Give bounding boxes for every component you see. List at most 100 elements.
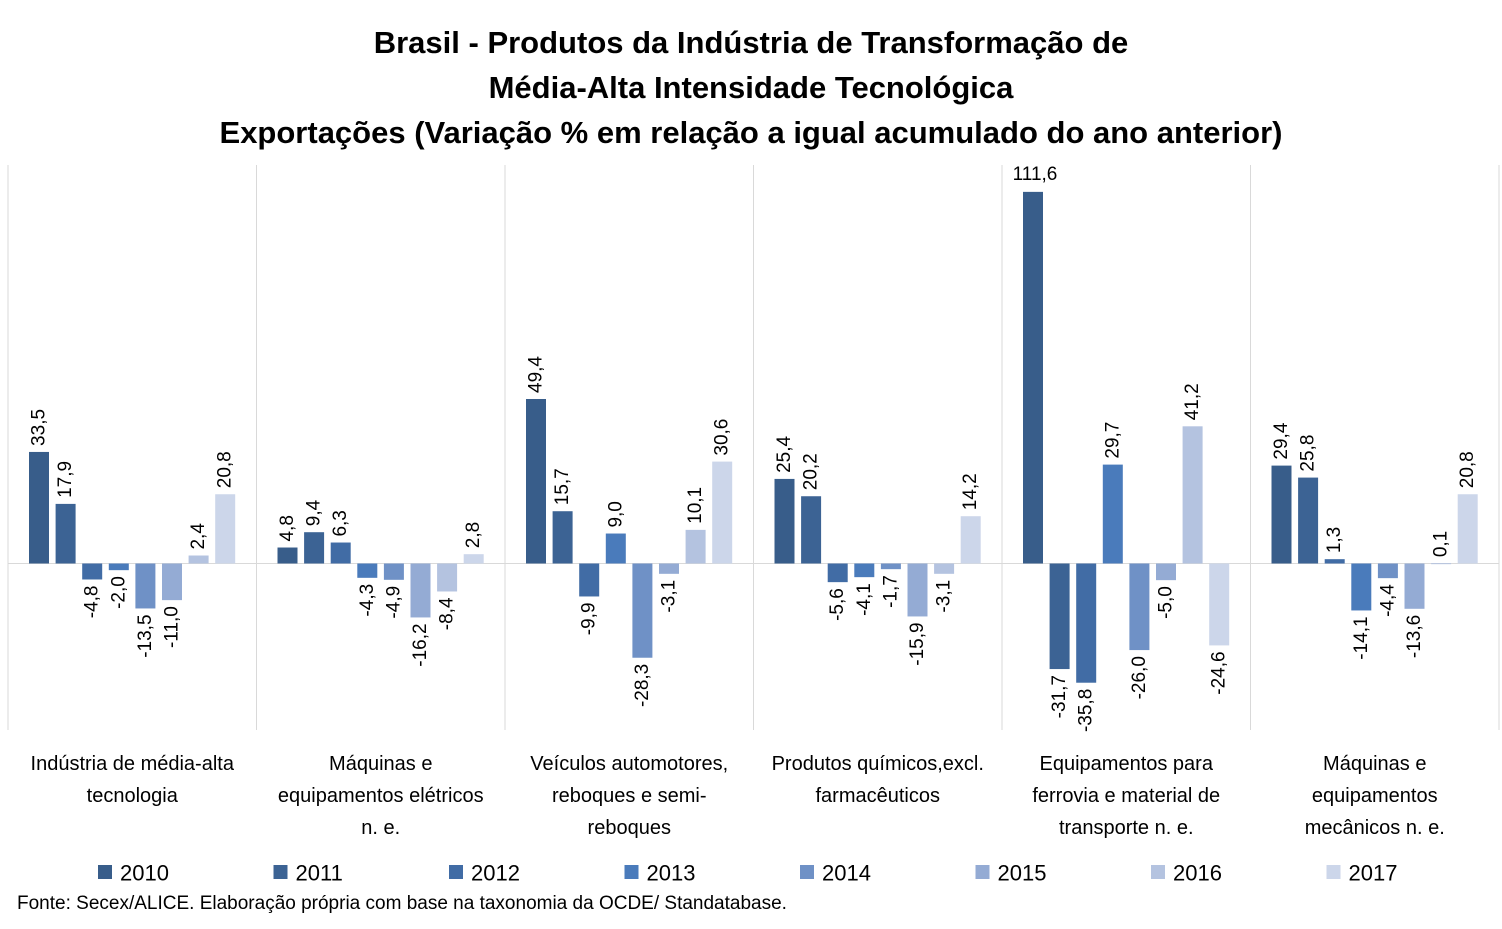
category-label: Máquinas e equipamentos elétricos n. e.	[278, 753, 484, 839]
bar-2012-group-6	[1324, 559, 1345, 564]
bar-2010-group-1	[29, 451, 49, 564]
category-label: Máquinas e equipamentos mecânicos n. e.	[1305, 753, 1445, 839]
value-label: 41,2	[1182, 383, 1203, 420]
value-label: -4,8	[82, 585, 103, 618]
bar-2010-group-4	[774, 478, 795, 564]
bar-2015-group-1	[162, 563, 182, 601]
value-label: 49,4	[526, 356, 547, 393]
bar-2016-group-3	[685, 529, 706, 564]
bar-2016-group-1	[188, 555, 209, 564]
legend-label-2017: 2017	[1349, 861, 1398, 886]
value-label: -28,3	[632, 664, 653, 707]
legend-swatch-2012	[449, 865, 463, 879]
bar-2014-group-1	[135, 563, 156, 609]
bar-2012-group-4	[827, 563, 848, 583]
value-label: 33,5	[29, 409, 50, 446]
value-label: -26,0	[1129, 656, 1150, 699]
bar-2014-group-2	[383, 563, 404, 580]
value-label: -2,0	[108, 576, 129, 609]
bar-2016-group-4	[934, 563, 955, 574]
value-label: 14,2	[960, 473, 981, 510]
value-label: -3,1	[659, 580, 680, 613]
value-label: -8,4	[437, 597, 458, 630]
bar-2010-group-2	[277, 547, 298, 564]
bar-2010-group-6	[1271, 465, 1292, 564]
value-label: -15,9	[907, 622, 928, 665]
bar-2011-group-4	[801, 496, 822, 564]
value-label: 9,4	[304, 499, 325, 526]
value-label: 0,1	[1431, 531, 1452, 557]
bar-2010-group-5	[1023, 191, 1043, 564]
bar-2013-group-1	[108, 563, 129, 571]
source-note: Fonte: Secex/ALICE. Elaboração própria c…	[17, 893, 787, 914]
bar-2014-group-5	[1129, 563, 1150, 651]
bar-2017-group-6	[1457, 494, 1478, 564]
bar-2015-group-4	[907, 563, 928, 617]
value-label: 29,4	[1271, 422, 1292, 459]
bar-2014-group-3	[632, 563, 653, 658]
value-label: -11,0	[162, 606, 183, 648]
value-label: -14,1	[1351, 616, 1372, 659]
bar-2013-group-6	[1351, 563, 1372, 611]
legend-swatch-2013	[624, 865, 639, 879]
value-label: -9,9	[579, 602, 600, 635]
value-label: -4,1	[854, 583, 875, 616]
bar-2012-group-5	[1076, 563, 1097, 683]
bar-2015-group-6	[1404, 563, 1425, 609]
value-label: 9,0	[605, 501, 626, 527]
chart-title-line-1: Brasil - Produtos da Indústria de Transf…	[373, 25, 1129, 60]
bar-2016-group-5	[1182, 426, 1203, 564]
legend-swatch-2011	[273, 865, 288, 879]
legend-label-2011: 2011	[296, 861, 343, 886]
legend-swatch-2015	[975, 865, 990, 879]
value-label: -3,1	[934, 580, 955, 613]
value-label: 2,8	[463, 522, 484, 548]
bar-2012-group-1	[82, 563, 103, 580]
bar-2016-group-2	[437, 563, 458, 592]
bar-2011-group-5	[1049, 563, 1070, 670]
value-label: 10,1	[685, 487, 706, 524]
value-label: -4,9	[383, 586, 404, 619]
legend-swatch-2010	[98, 865, 112, 879]
value-label: -35,8	[1076, 689, 1097, 732]
value-label: -4,4	[1377, 584, 1398, 617]
legend-label-2014: 2014	[822, 861, 871, 886]
chart-title-line-3: Exportações (Variação % em relação a igu…	[219, 115, 1283, 150]
value-label: 1,3	[1324, 527, 1345, 553]
value-label: 25,8	[1298, 435, 1319, 472]
bar-2015-group-2	[410, 563, 431, 618]
category-label: Produtos químicos,excl. farmacêuticos	[772, 753, 984, 807]
bar-2013-group-3	[605, 533, 626, 564]
legend-label-2016: 2016	[1173, 861, 1222, 886]
value-label: 111,6	[1013, 164, 1058, 185]
value-label: -1,7	[880, 575, 901, 608]
value-label: -13,5	[135, 614, 156, 657]
chart-title: Brasil - Produtos da Indústria de Transf…	[0, 20, 1502, 155]
value-label: 29,7	[1102, 422, 1123, 459]
bar-2013-group-2	[357, 563, 378, 578]
value-label: -5,0	[1156, 586, 1177, 619]
legend-swatch-2017	[1326, 865, 1341, 879]
bar-2013-group-4	[854, 563, 875, 578]
value-label: 25,4	[774, 436, 795, 473]
value-label: 6,3	[330, 510, 351, 536]
bar-2017-group-3	[712, 461, 733, 564]
value-label: -31,7	[1049, 675, 1070, 718]
bar-2015-group-5	[1156, 563, 1176, 581]
bar-2014-group-6	[1377, 563, 1398, 579]
bar-2013-group-5	[1102, 464, 1123, 564]
bar-2012-group-3	[579, 563, 600, 597]
legend-label-2013: 2013	[647, 861, 696, 886]
value-label: 20,8	[215, 451, 236, 488]
bar-2011-group-6	[1298, 477, 1319, 564]
bar-2017-group-1	[215, 494, 236, 564]
bar-2011-group-3	[552, 511, 573, 564]
bar-2017-group-5	[1209, 563, 1230, 646]
bar-2016-group-6	[1431, 563, 1452, 565]
bar-2014-group-4	[880, 563, 901, 570]
value-label: -4,3	[357, 584, 378, 617]
value-label: 17,9	[55, 461, 76, 498]
category-label: Indústria de média-alta tecnologia	[31, 753, 235, 807]
chart-title-line-2: Média-Alta Intensidade Tecnológica	[488, 70, 1014, 105]
value-label: 15,7	[552, 468, 573, 505]
